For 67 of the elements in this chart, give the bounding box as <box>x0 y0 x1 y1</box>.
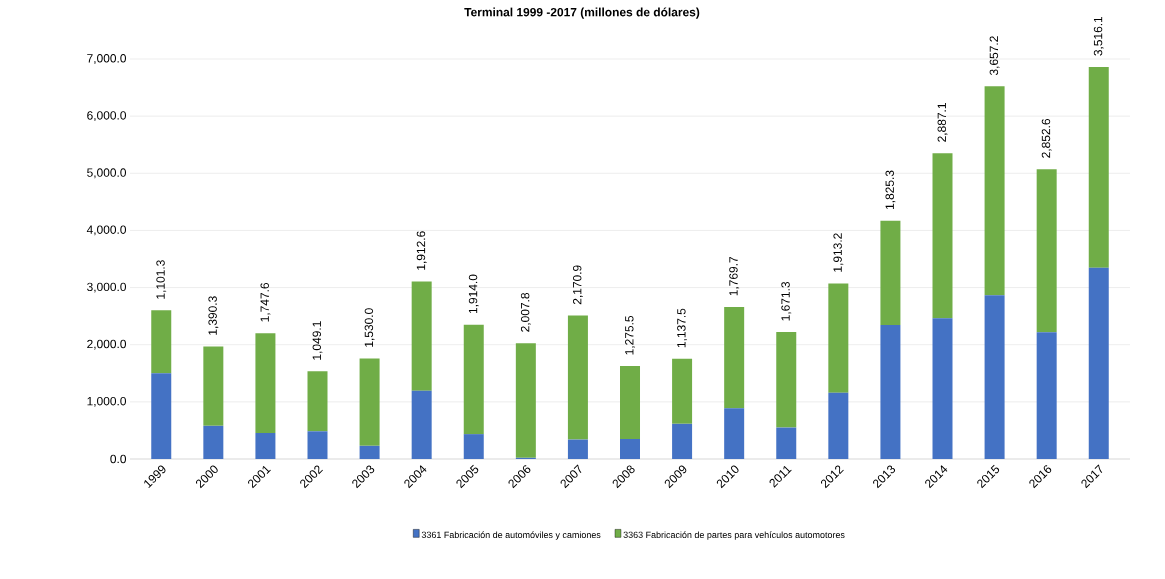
data-label: 1,101.3 <box>156 260 167 299</box>
y-tick-label: 0.0 <box>110 454 127 464</box>
data-label: 1,747.6 <box>260 283 271 322</box>
bar <box>359 358 380 446</box>
bar <box>255 333 276 433</box>
bar <box>620 366 640 439</box>
y-tick-label: 3,000.0 <box>87 282 127 293</box>
bar <box>1036 332 1057 459</box>
bar <box>203 346 224 426</box>
legend-label: 3363 Fabricación de partes para vehículos automotores <box>623 531 845 540</box>
data-label: 3,516.1 <box>1093 16 1104 56</box>
bar <box>151 310 172 374</box>
bar <box>411 281 432 391</box>
bar <box>932 153 953 319</box>
bar <box>203 425 224 459</box>
bar <box>880 325 901 459</box>
bar <box>620 439 640 459</box>
data-label: 1,769.7 <box>729 256 740 296</box>
data-label: 1,275.5 <box>625 315 635 355</box>
data-label: 1,913.2 <box>833 233 844 272</box>
bar <box>776 427 797 459</box>
data-label: 2,007.8 <box>520 293 531 332</box>
bar <box>984 86 1005 296</box>
bar <box>776 332 797 428</box>
data-label: 1,825.3 <box>885 170 896 210</box>
data-label: 3,657.2 <box>989 36 1000 76</box>
bar <box>151 373 172 459</box>
data-label: 1,390.3 <box>208 296 219 335</box>
bar <box>1088 66 1109 268</box>
bar <box>724 307 745 409</box>
data-label: 1,049.1 <box>312 321 323 360</box>
y-tick-label: 7,000.0 <box>87 54 127 64</box>
bar <box>411 390 432 459</box>
bar <box>828 392 849 459</box>
bar <box>672 423 693 459</box>
y-tick-label: 5,000.0 <box>87 168 127 179</box>
legend-label: 3361 Fabricación de automóviles y camiones <box>421 531 601 540</box>
bar <box>515 343 536 458</box>
data-label: 2,887.1 <box>937 103 948 142</box>
y-tick-label: 2,000.0 <box>87 339 127 350</box>
bar <box>1036 169 1057 333</box>
bar <box>880 220 901 325</box>
y-tick-label: 4,000.0 <box>86 225 127 236</box>
chart-title: Terminal 1999 -2017 (millones de dólares) <box>464 7 700 19</box>
bar <box>724 408 745 459</box>
data-label: 1,530.0 <box>364 308 375 347</box>
bar <box>359 445 380 459</box>
bar <box>307 371 328 432</box>
data-label: 2,852.6 <box>1041 119 1052 158</box>
bar <box>255 433 276 459</box>
data-label: 1,914.0 <box>468 274 479 314</box>
bar <box>828 283 849 393</box>
bar <box>1088 267 1109 459</box>
bar <box>984 295 1005 459</box>
y-tick-label: 6,000.0 <box>87 111 127 122</box>
bar <box>463 434 484 459</box>
data-label: 1,671.3 <box>781 281 792 321</box>
bar <box>463 324 484 435</box>
data-label: 1,137.5 <box>677 308 688 348</box>
data-label: 1,912.6 <box>416 231 427 270</box>
y-tick-label: 1,000.0 <box>87 396 127 407</box>
bar <box>567 439 588 459</box>
bar <box>567 315 588 440</box>
bar <box>932 318 953 459</box>
bar <box>307 431 328 459</box>
data-label: 2,170.9 <box>572 265 583 305</box>
bar <box>672 358 693 424</box>
